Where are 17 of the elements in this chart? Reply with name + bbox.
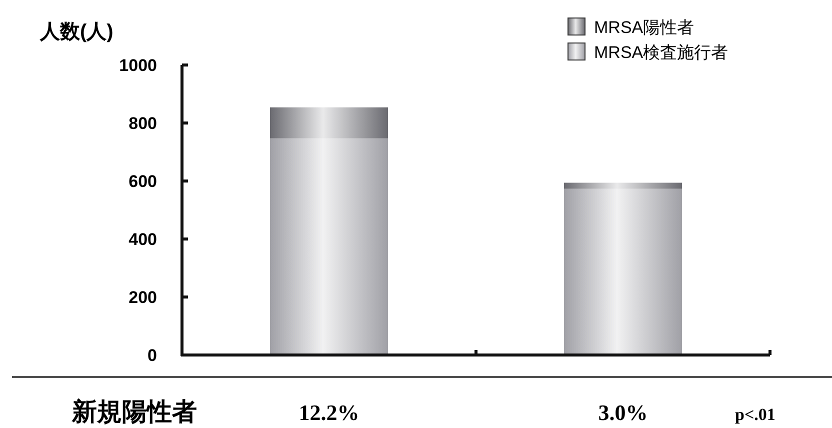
text: 新規陽性者 xyxy=(71,398,197,426)
y-tick-label: 800 xyxy=(128,114,157,133)
y-axis-title: 人数(人) xyxy=(39,21,114,43)
y-tick-label: 600 xyxy=(128,172,157,191)
y-tick-label: 200 xyxy=(128,288,157,307)
bar xyxy=(564,188,682,355)
bar xyxy=(270,107,388,138)
text: 3.0% xyxy=(598,400,648,425)
text: 12.2% xyxy=(298,400,360,425)
legend-label: MRSA陽性者 xyxy=(594,18,694,37)
bar xyxy=(270,138,388,355)
y-tick-label: 1000 xyxy=(119,56,157,75)
y-tick-label: 400 xyxy=(128,230,157,249)
y-tick-label: 0 xyxy=(148,346,157,365)
text: p<.01 xyxy=(735,405,776,424)
bar xyxy=(564,182,682,189)
legend-label: MRSA検査施行者 xyxy=(594,43,728,62)
